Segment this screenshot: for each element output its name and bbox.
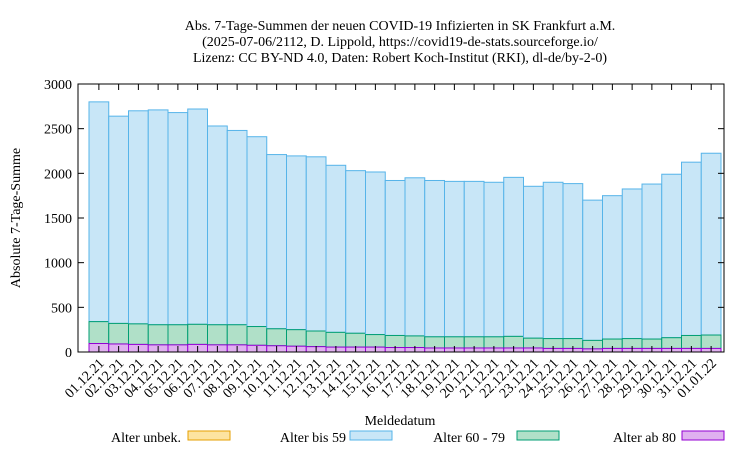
bar-segment	[542, 181, 564, 340]
chart-title: Abs. 7-Tage-Summen der neuen COVID-19 In…	[185, 19, 616, 66]
bar-segment	[286, 155, 307, 331]
bar-segment	[108, 322, 129, 345]
bar-segment	[325, 331, 347, 348]
bar-segment	[384, 334, 406, 349]
bar-segment	[365, 171, 386, 336]
y-tick-label: 0	[65, 346, 72, 361]
legend-swatch	[681, 430, 725, 441]
legend-swatch	[349, 430, 393, 441]
legend-swatch	[187, 430, 231, 441]
bar-segment	[88, 101, 110, 323]
bar-segment	[305, 330, 327, 348]
bar-segment	[661, 173, 682, 339]
bar-segment	[147, 324, 169, 346]
y-tick-label: 3000	[44, 78, 72, 93]
bar-segment	[266, 328, 287, 347]
bar-segment	[246, 136, 268, 328]
bar-segment	[246, 326, 268, 346]
bar-segment	[207, 125, 228, 326]
bar-segment	[681, 161, 702, 336]
bar-segment	[167, 324, 189, 346]
bar-segment	[128, 323, 149, 345]
bar-segment	[463, 180, 485, 338]
bar-segment	[325, 164, 347, 333]
bar-segment	[621, 188, 643, 340]
bar-segment	[167, 112, 189, 326]
y-tick-label: 1500	[44, 212, 72, 227]
y-tick-label: 500	[51, 301, 72, 316]
y-tick-label: 2500	[44, 123, 72, 138]
title-line: Abs. 7-Tage-Summen der neuen COVID-19 In…	[185, 19, 616, 34]
bar-segment	[424, 179, 445, 338]
bar-segment	[384, 179, 406, 336]
legend-swatch	[516, 430, 560, 441]
y-axis-label: Absolute 7-Tage-Summe	[9, 148, 24, 288]
bar-segment	[147, 109, 169, 326]
bar-segment	[286, 329, 307, 347]
y-tick-label: 2000	[44, 167, 72, 182]
y-tick-label: 1000	[44, 257, 72, 272]
legend-label: Alter ab 80	[613, 431, 676, 446]
legend-label: Alter unbek.	[111, 431, 181, 446]
bar-segment	[404, 177, 426, 337]
bar-segment	[305, 156, 327, 332]
bar-segment	[444, 180, 465, 338]
bar-segment	[345, 170, 366, 334]
bar-segment	[562, 183, 584, 340]
bars	[88, 101, 722, 353]
bar-segment	[523, 185, 544, 339]
bar-segment	[88, 321, 110, 345]
bar-segment	[226, 129, 248, 326]
title-line: (2025-07-06/2112, D. Lippold, https://co…	[202, 35, 598, 50]
legend-label: Alter bis 59	[280, 431, 346, 446]
x-axis-label: Meldedatum	[365, 414, 436, 429]
bar-segment	[503, 176, 524, 337]
bar-segment	[207, 324, 228, 346]
bar-segment	[108, 115, 129, 324]
legend: Alter unbek. Alter bis 59 Alter 60 - 79 Alt…	[111, 430, 725, 446]
bar-segment	[226, 324, 248, 346]
bar-segment	[483, 181, 505, 338]
bar-segment	[582, 199, 603, 341]
bar-segment	[404, 335, 426, 349]
bar-segment	[266, 154, 287, 330]
title-line: Lizenz: CC BY-ND 4.0, Daten: Robert Koch…	[193, 51, 607, 66]
bar-segment	[641, 183, 663, 340]
bar-segment	[128, 110, 149, 325]
legend-label: Alter 60 - 79	[433, 431, 505, 446]
bar-segment	[365, 334, 386, 348]
bar-segment	[602, 195, 623, 340]
bar-segment	[187, 108, 208, 325]
bar-segment	[345, 332, 366, 348]
bar-segment	[187, 323, 208, 345]
